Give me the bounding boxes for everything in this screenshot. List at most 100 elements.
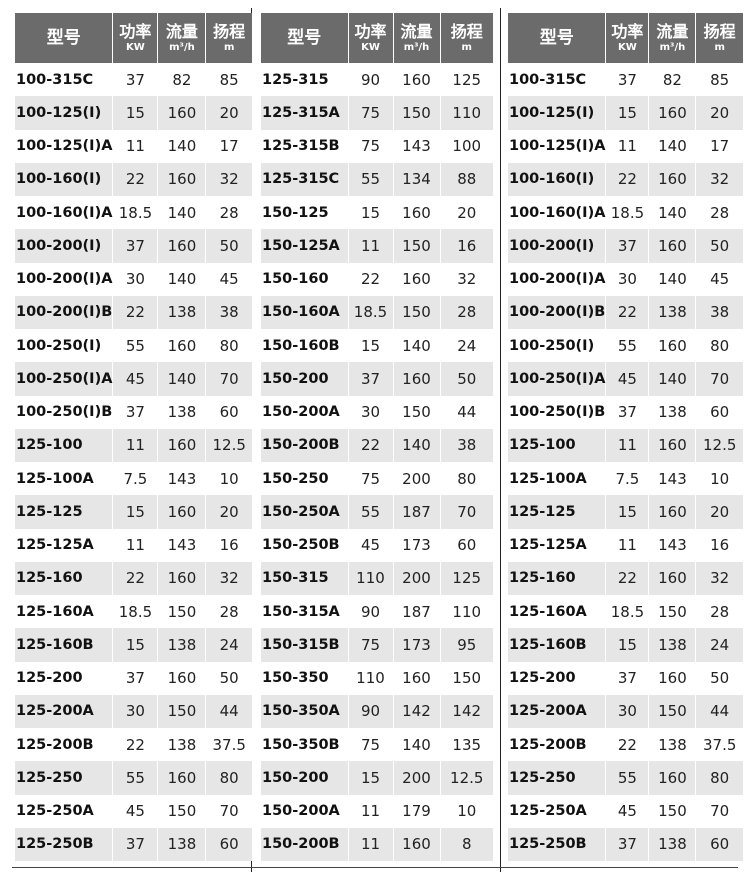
cell-flow: 140 (648, 262, 696, 296)
cell-model: 125-200A (15, 694, 113, 728)
header-unit: m (714, 41, 725, 53)
cell-model: 125-250A (508, 794, 606, 828)
cell-model: 100-250(I)B (508, 395, 606, 429)
cell-flow: 134 (392, 162, 440, 196)
table-row: 100-315C 37 82 85 (15, 63, 252, 97)
table-row: 100-125(I) 15 160 20 (15, 96, 252, 130)
cell-head: 28 (695, 595, 743, 629)
cell-model: 100-250(I)A (15, 362, 113, 396)
cell-model: 100-200(I) (15, 229, 113, 263)
cell-model: 150-200A (261, 794, 348, 828)
cell-model: 100-200(I)B (15, 295, 113, 329)
header-unit: KW (126, 41, 145, 53)
cell-head: 44 (695, 694, 743, 728)
cell-head: 50 (695, 661, 743, 695)
cell-power: 55 (605, 761, 649, 795)
cell-model: 125-200 (15, 661, 113, 695)
header-label: 功率 (119, 21, 152, 41)
cell-flow: 160 (392, 661, 440, 695)
cell-power: 11 (605, 129, 649, 163)
cell-flow: 138 (648, 628, 696, 662)
cell-flow: 160 (392, 827, 440, 861)
cell-head: 28 (695, 196, 743, 230)
cell-flow: 140 (157, 129, 206, 163)
cell-power: 110 (347, 661, 393, 695)
cell-model: 150-350 (261, 661, 348, 695)
cell-power: 22 (605, 295, 649, 329)
cell-head: 32 (205, 162, 252, 196)
cell-flow: 143 (648, 462, 696, 496)
table-row: 125-315B 75 143 100 (261, 129, 493, 163)
cell-model: 125-100A (508, 462, 606, 496)
cell-flow: 143 (648, 528, 696, 562)
cell-power: 75 (347, 728, 393, 762)
cell-head: 70 (439, 495, 493, 529)
header-power: 功率 KW (347, 13, 393, 63)
cell-flow: 160 (157, 495, 206, 529)
table-row: 125-250A 45 150 70 (508, 794, 743, 828)
cell-power: 22 (347, 428, 393, 462)
table-row: 125-315 90 160 125 (261, 63, 493, 97)
cell-power: 18.5 (605, 595, 649, 629)
cell-power: 11 (347, 827, 393, 861)
cell-power: 37 (605, 395, 649, 429)
header-power: 功率 KW (605, 13, 649, 63)
cell-model: 150-250B (261, 528, 348, 562)
table-row: 100-200(I)A 30 140 45 (508, 262, 743, 296)
header-label: 扬程 (450, 21, 483, 41)
table-row: 125-200 37 160 50 (15, 661, 252, 695)
cell-power: 22 (112, 728, 158, 762)
cell-flow: 140 (648, 129, 696, 163)
cell-flow: 138 (648, 295, 696, 329)
cell-power: 75 (347, 96, 393, 130)
cell-head: 60 (695, 395, 743, 429)
table-row: 100-250(I) 55 160 80 (508, 329, 743, 363)
cell-model: 125-250 (15, 761, 113, 795)
header-unit: m (223, 41, 235, 53)
cell-model: 125-250 (508, 761, 606, 795)
table-row: 125-200 37 160 50 (508, 661, 743, 695)
cell-power: 15 (112, 96, 158, 130)
cell-power: 11 (347, 229, 393, 263)
table-row: 100-160(I) 22 160 32 (508, 162, 743, 196)
cell-head: 60 (439, 528, 493, 562)
header-unit: m (461, 41, 472, 53)
cell-flow: 140 (157, 262, 206, 296)
table-row: 150-315B 75 173 95 (261, 628, 493, 662)
cell-model: 100-315C (508, 63, 606, 97)
cell-model: 125-160B (15, 628, 113, 662)
cell-flow: 140 (157, 196, 206, 230)
cell-model: 100-200(I)B (508, 295, 606, 329)
table-row: 125-250 55 160 80 (508, 761, 743, 795)
cell-head: 28 (205, 196, 252, 230)
cell-model: 100-250(I)A (508, 362, 606, 396)
cell-power: 15 (605, 96, 649, 130)
table-row: 150-250 75 200 80 (261, 462, 493, 496)
cell-head: 38 (439, 428, 493, 462)
cell-head: 32 (205, 561, 252, 595)
table-row: 150-200 15 200 12.5 (261, 761, 493, 795)
cell-model: 150-200B (261, 428, 348, 462)
cell-head: 80 (205, 329, 252, 363)
table-row: 150-200B 11 160 8 (261, 827, 493, 861)
cell-flow: 150 (392, 229, 440, 263)
cell-flow: 138 (157, 628, 206, 662)
cell-power: 37 (112, 661, 158, 695)
cell-head: 45 (205, 262, 252, 296)
header-label: 功率 (611, 21, 644, 41)
cell-model: 125-200B (508, 728, 606, 762)
table-row: 150-160A 18.5 150 28 (261, 295, 493, 329)
header-label: 扬程 (703, 21, 736, 41)
cell-flow: 160 (157, 661, 206, 695)
cell-model: 150-160B (261, 329, 348, 363)
cell-flow: 160 (157, 329, 206, 363)
cell-flow: 160 (157, 761, 206, 795)
table-row: 150-315 110 200 125 (261, 561, 493, 595)
cell-model: 125-160 (15, 561, 113, 595)
cell-model: 125-315A (261, 96, 348, 130)
cell-model: 100-200(I) (508, 229, 606, 263)
bottom-divider (12, 867, 738, 868)
cell-power: 22 (112, 295, 158, 329)
cell-head: 50 (205, 661, 252, 695)
cell-head: 24 (439, 329, 493, 363)
